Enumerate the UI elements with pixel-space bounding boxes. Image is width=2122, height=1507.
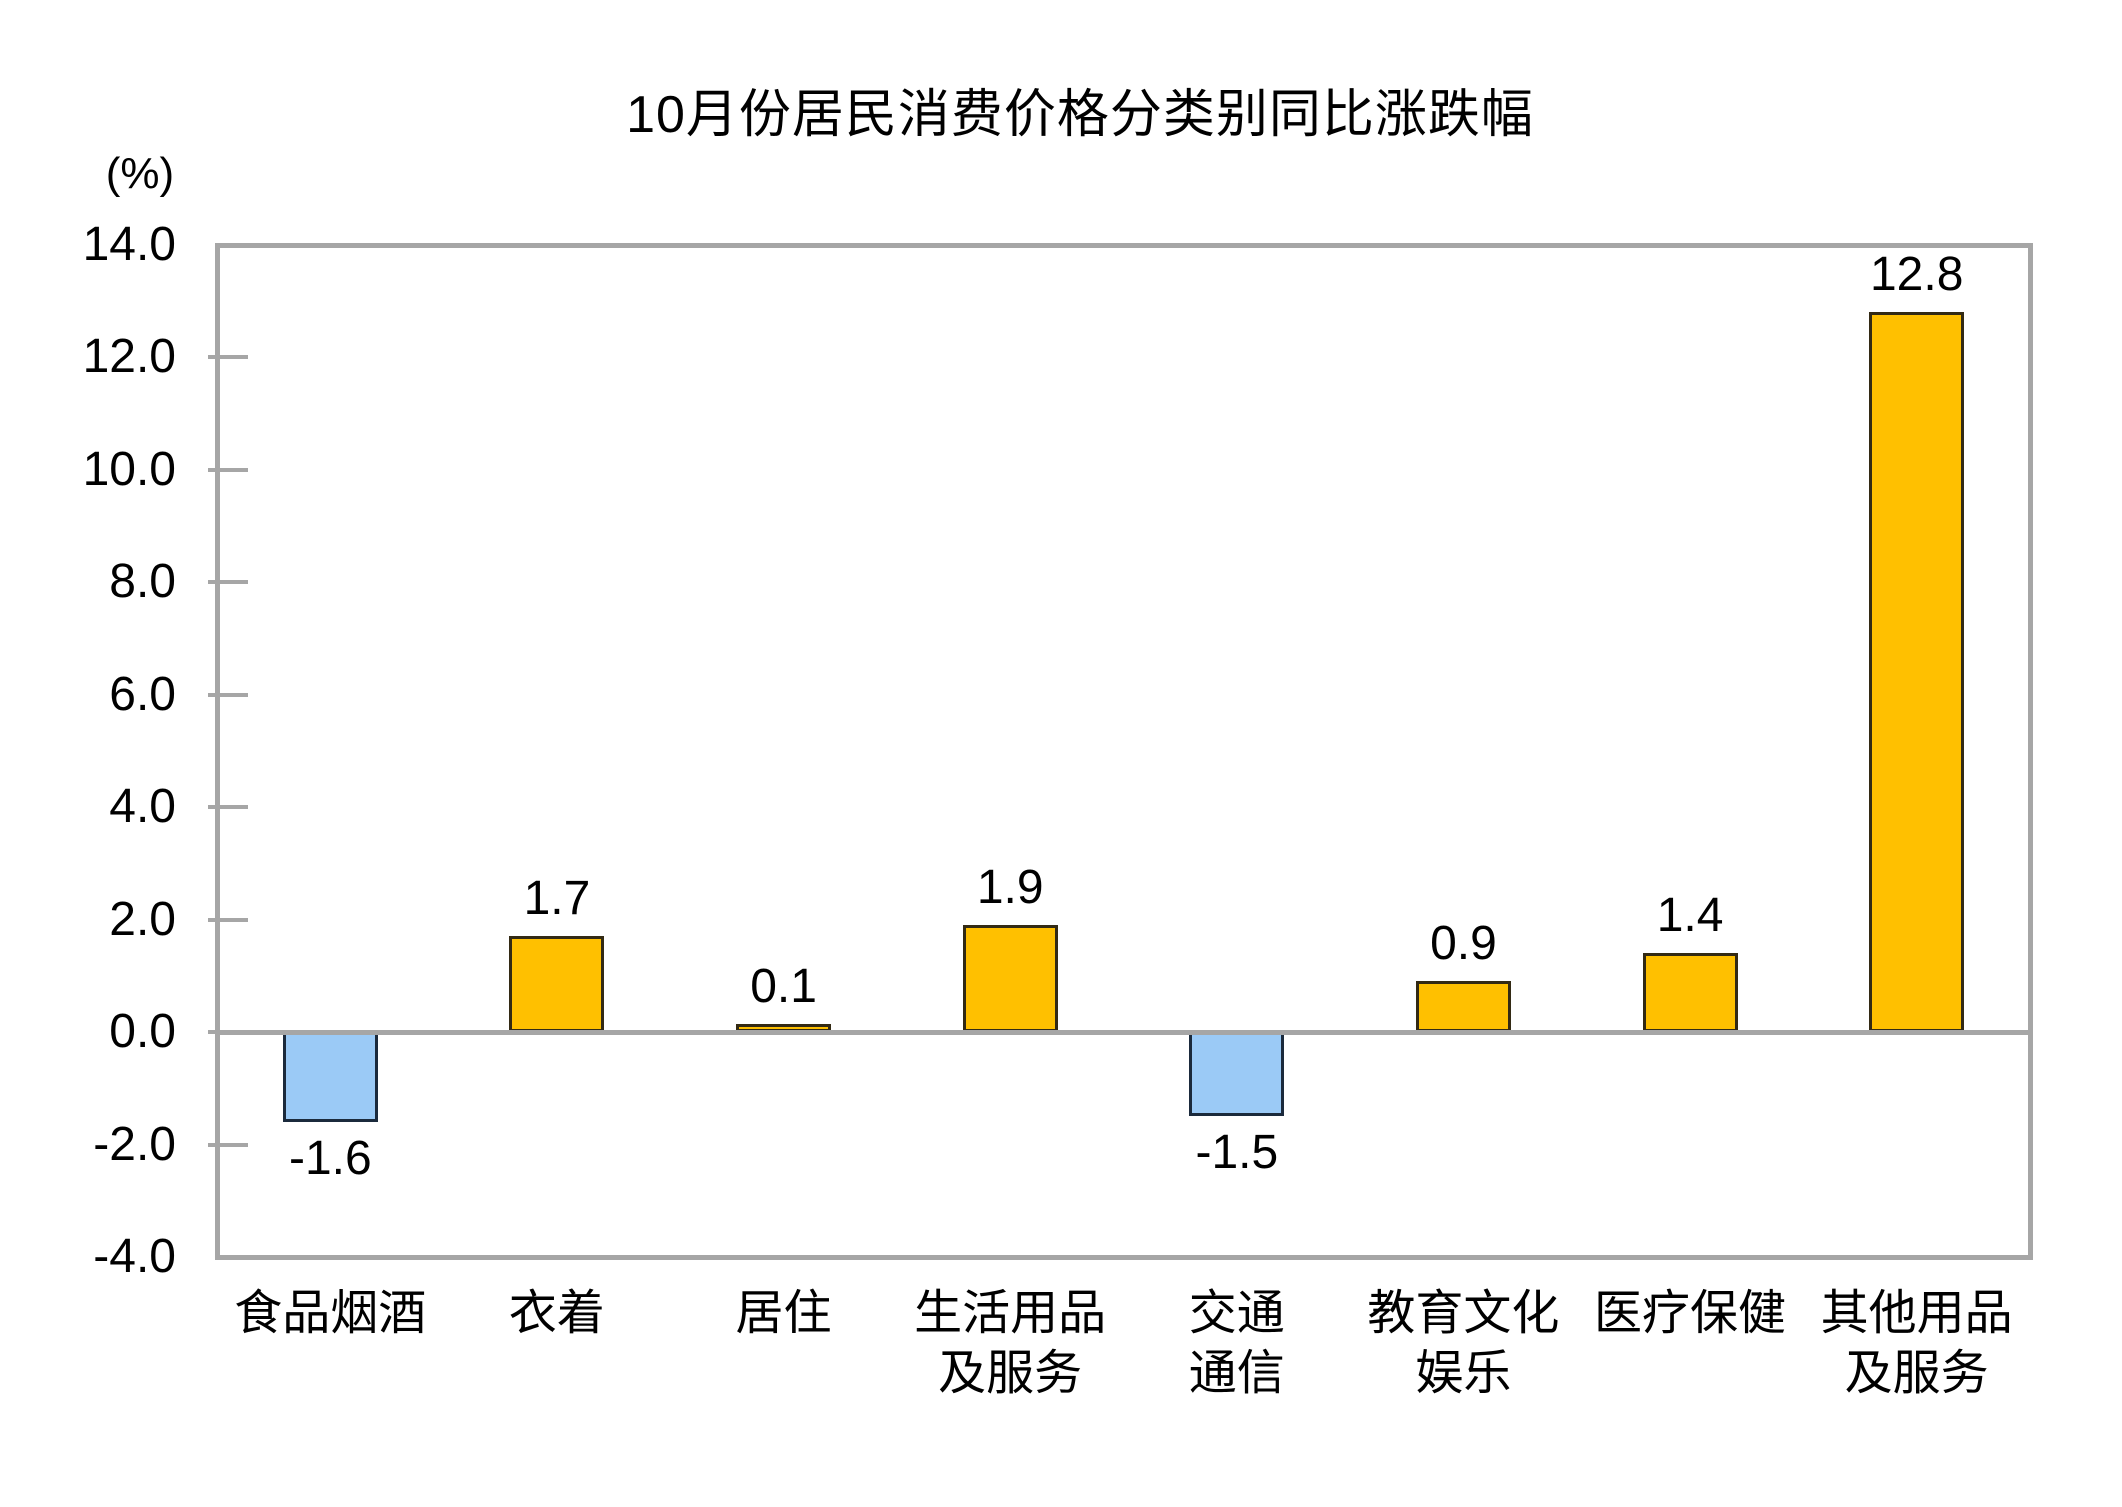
plot-area-frame xyxy=(215,243,2033,1260)
bar-value-label: -1.6 xyxy=(288,1132,372,1186)
bar-value-label: 1.9 xyxy=(976,861,1044,915)
y-tick-label: 0.0 xyxy=(109,1005,176,1059)
bar-value-label: 12.8 xyxy=(1869,248,1964,302)
y-tick-mark xyxy=(208,355,248,360)
chart-title: 10月份居民消费价格分类别同比涨跌幅 xyxy=(626,86,1534,144)
category-label: 居住 xyxy=(735,1287,832,1340)
bar xyxy=(509,936,605,1033)
bar xyxy=(1869,312,1965,1033)
bar xyxy=(1642,953,1738,1033)
bar xyxy=(282,1032,378,1123)
y-axis-unit-label: (%) xyxy=(105,149,175,198)
bar xyxy=(1415,981,1511,1033)
y-tick-label: 4.0 xyxy=(109,780,176,834)
y-tick-mark xyxy=(208,467,248,472)
bar-value-label: -1.5 xyxy=(1195,1126,1279,1180)
y-tick-label: 8.0 xyxy=(109,555,176,609)
y-tick-label: -2.0 xyxy=(93,1117,176,1171)
bar-value-label: 1.4 xyxy=(1656,889,1724,943)
bar xyxy=(962,925,1058,1033)
y-tick-mark xyxy=(208,917,248,922)
category-label: 医疗保健 xyxy=(1594,1287,1787,1340)
category-label: 食品烟酒 xyxy=(234,1287,427,1340)
category-label: 生活用品 及服务 xyxy=(914,1287,1107,1400)
category-label: 衣着 xyxy=(508,1287,605,1340)
bar-value-label: 0.9 xyxy=(1430,917,1497,971)
y-tick-mark xyxy=(208,580,248,585)
category-label: 其他用品 及服务 xyxy=(1820,1287,2013,1400)
y-tick-label: 10.0 xyxy=(82,442,176,496)
category-label: 教育文化 娱乐 xyxy=(1367,1287,1560,1400)
zero-baseline xyxy=(217,1029,2030,1035)
y-tick-label: 14.0 xyxy=(82,218,176,271)
y-tick-label: 12.0 xyxy=(82,330,176,384)
y-tick-mark xyxy=(208,692,248,697)
y-tick-label: -4.0 xyxy=(93,1230,176,1283)
bar-value-label: 0.1 xyxy=(750,960,817,1014)
y-tick-mark xyxy=(208,805,248,810)
bar xyxy=(1189,1032,1285,1117)
y-tick-label: 6.0 xyxy=(109,667,176,721)
category-label: 交通 通信 xyxy=(1188,1287,1285,1400)
y-tick-label: 2.0 xyxy=(109,892,176,946)
bar-value-label: 1.7 xyxy=(523,872,591,926)
y-tick-mark xyxy=(208,1142,248,1147)
